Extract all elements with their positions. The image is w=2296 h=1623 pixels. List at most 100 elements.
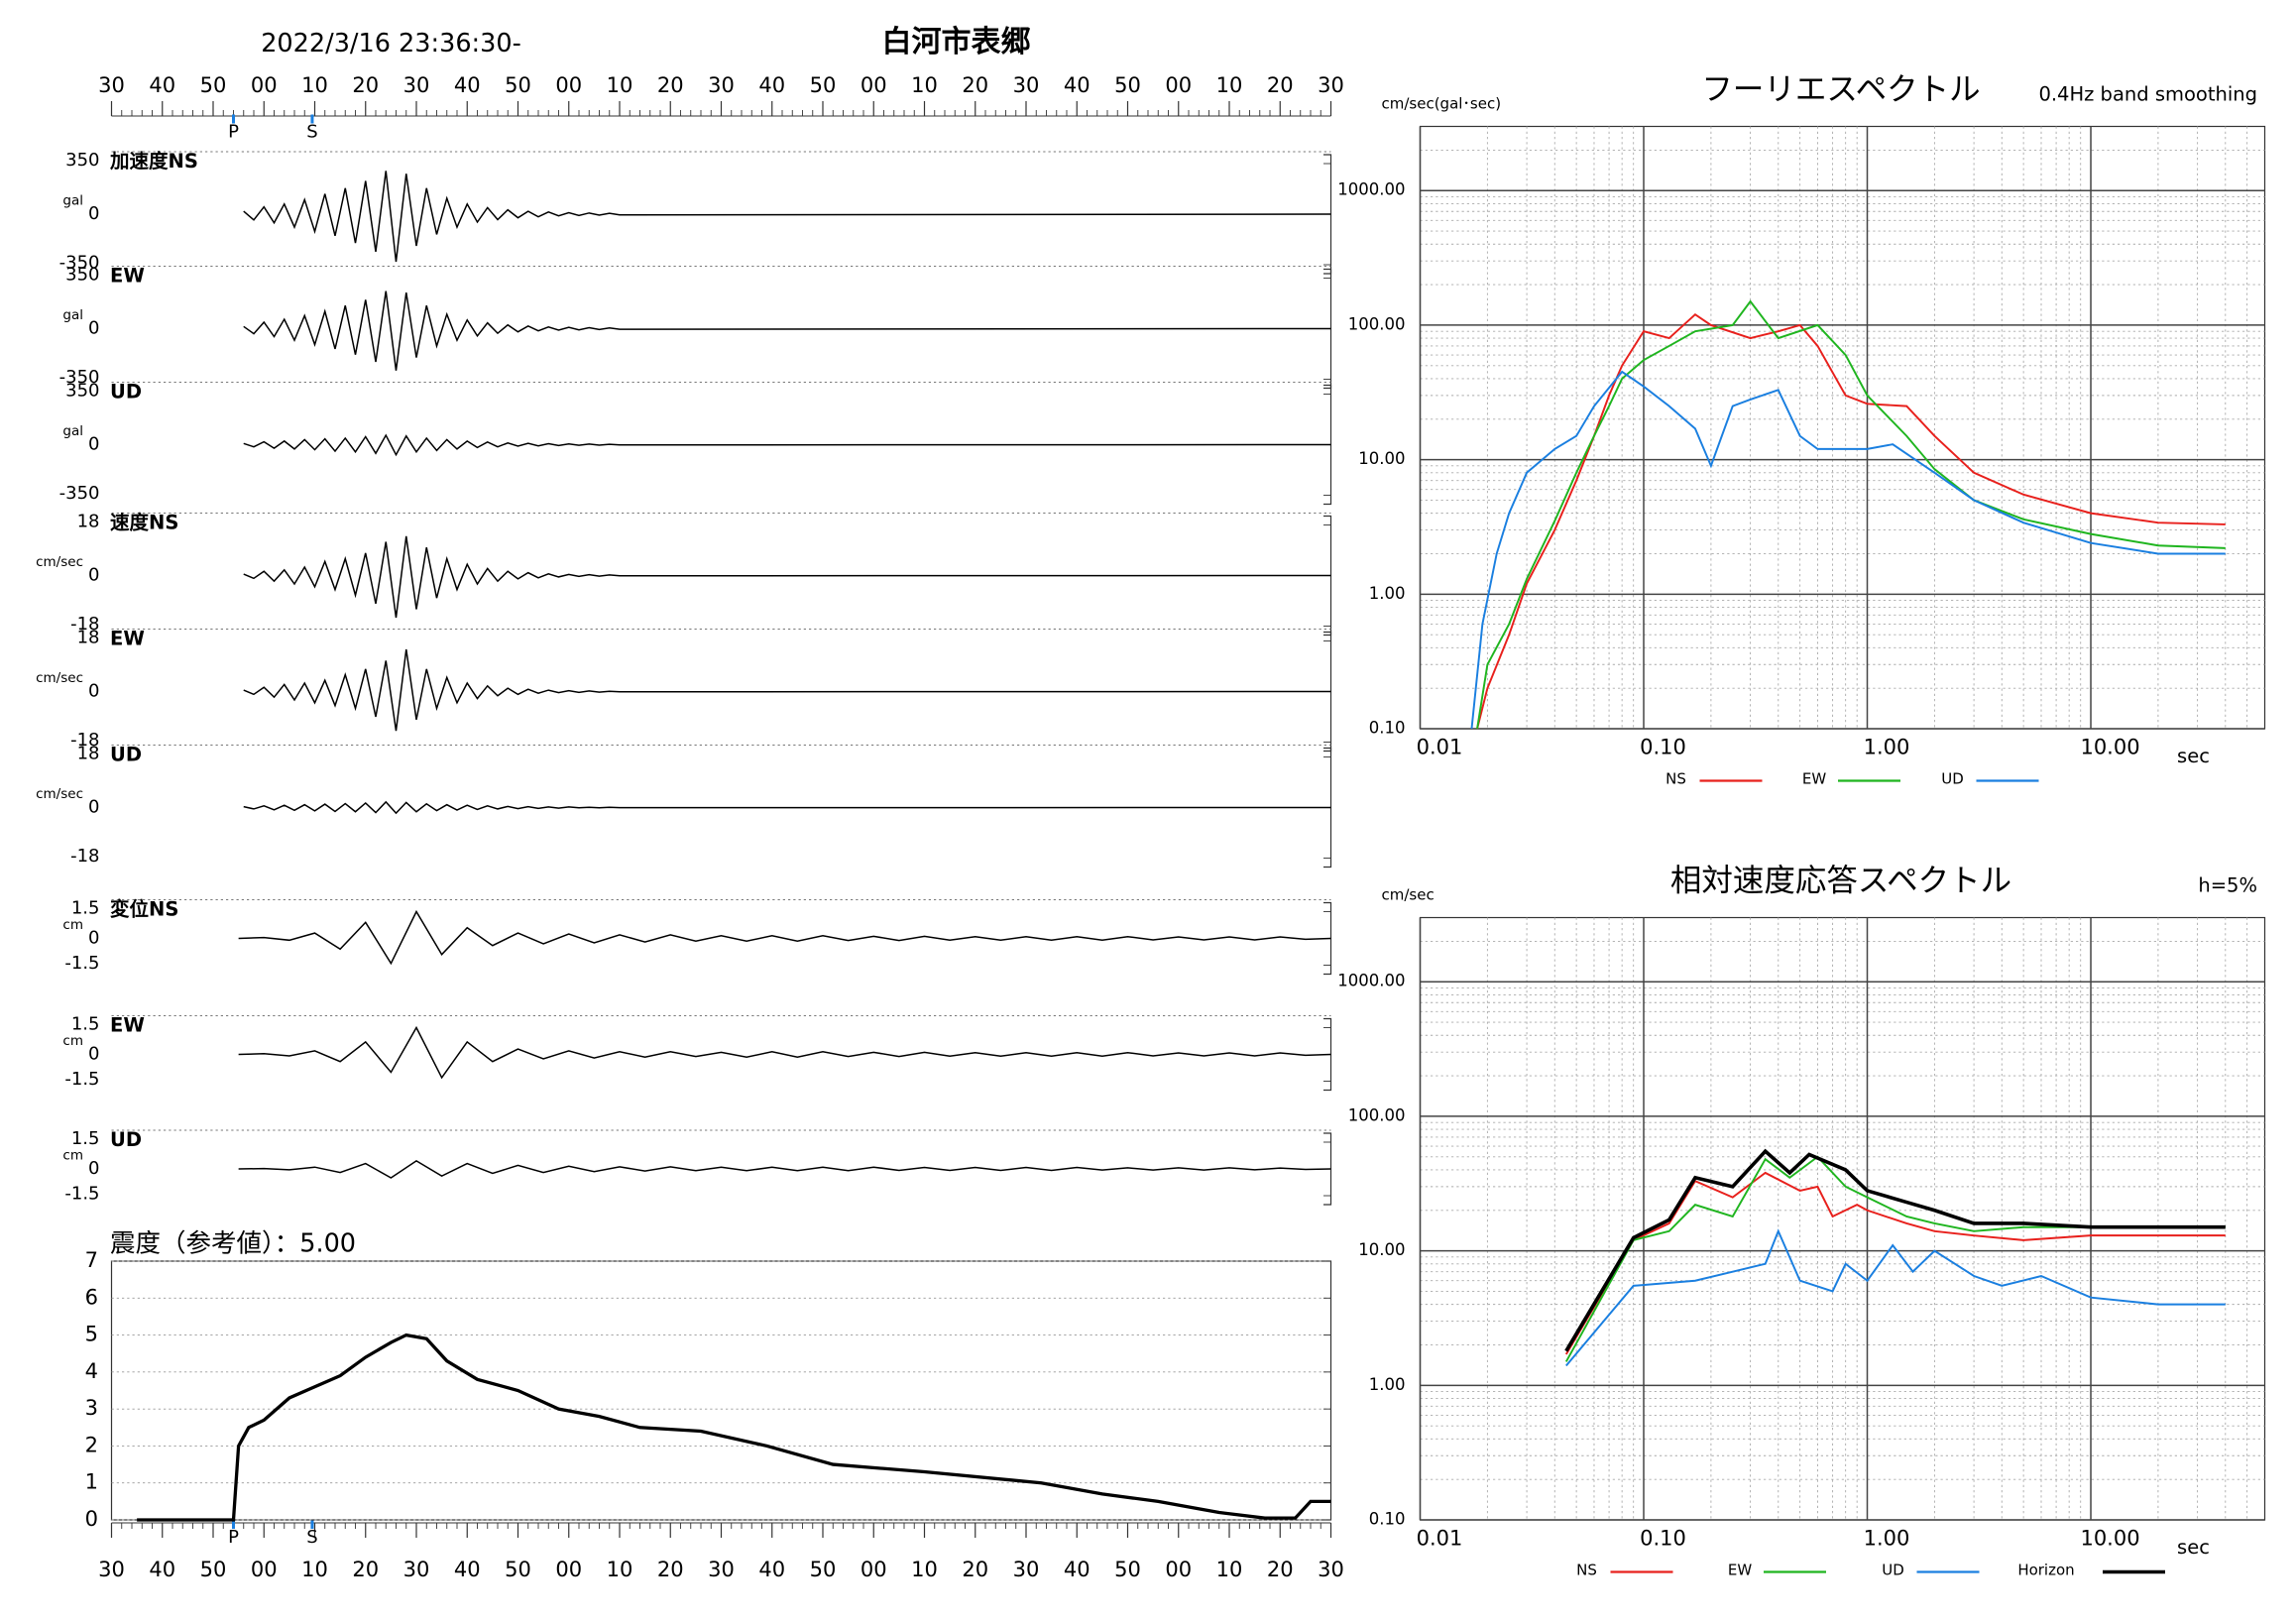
waveform-line xyxy=(243,648,1331,732)
trace-unit: cm/sec xyxy=(36,786,83,802)
x-tick-label: 50 xyxy=(810,73,837,97)
legend-label: UD xyxy=(1941,770,1964,788)
chart-subtitle: 0.4Hz band smoothing xyxy=(2038,83,2257,106)
x-tick-label: 1.00 xyxy=(1864,736,1910,759)
x-tick-label: 20 xyxy=(962,73,988,97)
x-tick-label: 00 xyxy=(555,73,582,97)
phase-label: P xyxy=(228,1527,239,1548)
y-tick-label: -18 xyxy=(70,846,99,867)
waveform-line xyxy=(243,290,1331,371)
trace-label: 速度NS xyxy=(110,512,178,534)
x-axis-label: sec xyxy=(2177,745,2210,767)
x-tick-label: 20 xyxy=(1267,73,1294,97)
x-tick-label: 20 xyxy=(352,1558,379,1581)
x-tick-label: 50 xyxy=(200,73,227,97)
y-tick-label: 10.00 xyxy=(1358,1240,1405,1259)
x-tick-label: 40 xyxy=(1064,73,1091,97)
y-tick-label: 7 xyxy=(85,1248,98,1272)
record-time: 2022/3/16 23:36:30- xyxy=(261,29,521,58)
y-tick-label: 3 xyxy=(85,1396,98,1420)
y-tick-label: 0 xyxy=(88,203,99,224)
trace-unit: gal xyxy=(62,193,83,209)
x-tick-label: 20 xyxy=(657,1558,684,1581)
spectrum-line xyxy=(1564,1148,2226,1352)
x-tick-label: 50 xyxy=(810,1558,837,1581)
trace-unit: cm xyxy=(62,1033,83,1049)
x-axis-label: sec xyxy=(2177,1536,2210,1559)
y-tick-label: 0 xyxy=(88,565,99,586)
y-tick-label: 18 xyxy=(77,628,100,648)
chart-subtitle: h=5% xyxy=(2198,874,2257,897)
chart-title: 震度（参考値）：5.00 xyxy=(110,1229,356,1259)
y-tick-label: 5 xyxy=(85,1323,98,1346)
x-tick-label: 10 xyxy=(301,73,328,97)
x-tick-label: 0.01 xyxy=(1417,1527,1463,1551)
legend-label: EW xyxy=(1802,770,1826,788)
x-tick-label: 30 xyxy=(98,73,125,97)
y-tick-label: 1.00 xyxy=(1369,584,1406,603)
y-tick-label: 350 xyxy=(65,150,99,171)
x-tick-label: 00 xyxy=(251,1558,278,1581)
x-tick-label: 00 xyxy=(861,73,887,97)
y-tick-label: -1.5 xyxy=(64,1069,99,1090)
x-tick-label: 10.00 xyxy=(2080,1527,2139,1551)
y-tick-label: 100.00 xyxy=(1348,314,1406,333)
legend-label: UD xyxy=(1882,1562,1904,1579)
x-tick-label: 50 xyxy=(1114,73,1141,97)
y-tick-label: 10.00 xyxy=(1358,449,1405,468)
y-tick-label: 0 xyxy=(88,1044,99,1065)
waveform-line xyxy=(238,909,1331,966)
x-tick-label: 0.01 xyxy=(1417,736,1463,759)
x-tick-label: 20 xyxy=(352,73,379,97)
x-tick-label: 40 xyxy=(149,1558,175,1581)
spectrum-line xyxy=(1476,312,2226,730)
y-tick-label: 1.5 xyxy=(71,1128,100,1149)
x-tick-label: 50 xyxy=(1114,1558,1141,1581)
trace-unit: gal xyxy=(62,307,83,323)
y-tick-label: 18 xyxy=(77,512,100,532)
x-tick-label: 10 xyxy=(911,73,938,97)
x-tick-label: 10 xyxy=(301,1558,328,1581)
x-tick-label: 40 xyxy=(758,73,785,97)
y-tick-label: -18 xyxy=(70,614,99,635)
x-tick-label: 40 xyxy=(454,73,481,97)
trace-label: UD xyxy=(110,381,142,404)
y-tick-label: 350 xyxy=(65,381,99,402)
y-tick-label: 1.5 xyxy=(71,898,100,919)
x-tick-label: 30 xyxy=(1013,1558,1040,1581)
y-tick-label: 0 xyxy=(88,928,99,949)
trace-unit: cm/sec xyxy=(36,670,83,686)
y-tick-label: 1000.00 xyxy=(1337,972,1405,990)
y-axis-label: cm/sec(gal･sec) xyxy=(1382,95,1502,113)
x-tick-label: 40 xyxy=(149,73,175,97)
y-tick-label: 0 xyxy=(88,797,99,818)
y-tick-label: 0.10 xyxy=(1369,719,1406,738)
y-tick-label: 0 xyxy=(85,1507,98,1531)
spectrum-line xyxy=(1565,1228,2226,1367)
y-tick-label: 0 xyxy=(88,318,99,339)
y-tick-label: 4 xyxy=(85,1359,98,1383)
x-tick-label: 00 xyxy=(1165,1558,1192,1581)
x-tick-label: 00 xyxy=(251,73,278,97)
trace-label: UD xyxy=(110,1128,142,1151)
x-tick-label: 00 xyxy=(1165,73,1192,97)
x-tick-label: 30 xyxy=(708,1558,735,1581)
y-tick-label: 100.00 xyxy=(1348,1105,1406,1124)
trace-label: 加速度NS xyxy=(109,150,198,173)
y-tick-label: -350 xyxy=(59,483,100,504)
phase-label: S xyxy=(306,1527,317,1548)
x-tick-label: 10.00 xyxy=(2080,736,2139,759)
trace-label: EW xyxy=(110,1014,145,1037)
y-tick-label: 1.00 xyxy=(1369,1375,1406,1394)
y-tick-label: 0 xyxy=(88,434,99,455)
y-tick-label: -350 xyxy=(59,253,100,274)
y-tick-label: 2 xyxy=(85,1433,98,1456)
x-tick-label: 40 xyxy=(758,1558,785,1581)
chart-title: 相対速度応答スペクトル xyxy=(1670,864,2011,899)
phase-label: S xyxy=(306,122,317,143)
waveform-line xyxy=(243,535,1331,619)
trace-unit: cm xyxy=(62,917,83,933)
x-tick-label: 30 xyxy=(1013,73,1040,97)
y-tick-label: 350 xyxy=(65,265,99,286)
y-tick-label: 0 xyxy=(88,681,99,702)
